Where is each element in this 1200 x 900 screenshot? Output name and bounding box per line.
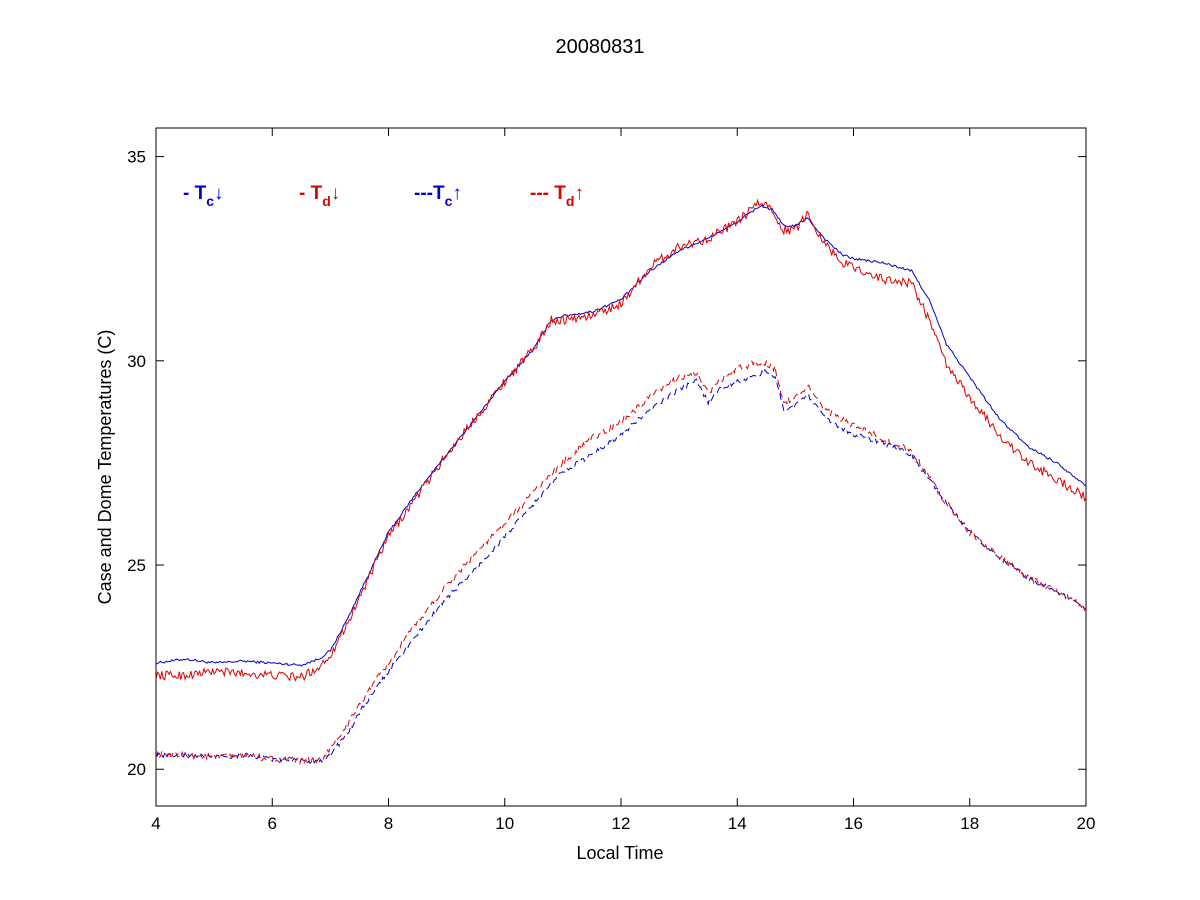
down-arrow-icon: ↓: [331, 183, 341, 204]
legend-entry: --- Td↑: [530, 183, 584, 209]
legend-label: - T: [299, 183, 323, 204]
series-line-1: [155, 204, 1087, 667]
y-tick-label: 35: [127, 148, 146, 167]
x-tick-label: 4: [151, 814, 160, 833]
legend-entry: ---Tc↑: [414, 183, 462, 209]
axis-ticks: 4 6 8 10 12 14 16 18 20 20 25 30 35: [127, 128, 1095, 833]
x-tick-label: 18: [960, 814, 979, 833]
legend-label: ---T: [414, 183, 445, 204]
legend: - Tc↓ - Td↓ ---Tc↑ --- Td↑: [183, 183, 584, 209]
down-arrow-icon: ↓: [214, 183, 224, 204]
legend-subscript: c: [445, 193, 453, 209]
y-tick-label: 20: [127, 760, 146, 779]
x-tick-label: 20: [1077, 814, 1096, 833]
x-tick-label: 14: [728, 814, 747, 833]
up-arrow-icon: ↑: [574, 183, 584, 204]
legend-subscript: c: [206, 193, 214, 209]
y-tick-label: 30: [127, 352, 146, 371]
up-arrow-icon: ↑: [452, 183, 462, 204]
plot-area-frame: [155, 127, 1087, 807]
legend-subscript: d: [322, 193, 331, 209]
y-tick-label: 25: [127, 556, 146, 575]
x-tick-label: 16: [844, 814, 863, 833]
legend-entry: - Tc↓: [183, 183, 224, 209]
x-tick-label: 6: [268, 814, 277, 833]
series-layer: [155, 198, 1087, 766]
y-axis-title: Case and Dome Temperatures (C): [95, 330, 115, 605]
x-tick-label: 12: [612, 814, 631, 833]
x-tick-label: 10: [495, 814, 514, 833]
chart-title: 20080831: [556, 36, 645, 58]
series-line-2: [155, 198, 1087, 682]
x-axis-title: Local Time: [576, 843, 663, 863]
legend-subscript: d: [566, 193, 575, 209]
legend-entry: - Td↓: [299, 183, 340, 209]
x-tick-label: 8: [384, 814, 393, 833]
legend-label: - T: [183, 183, 207, 204]
series-line-3: [155, 368, 1087, 765]
legend-label: --- T: [530, 183, 566, 204]
